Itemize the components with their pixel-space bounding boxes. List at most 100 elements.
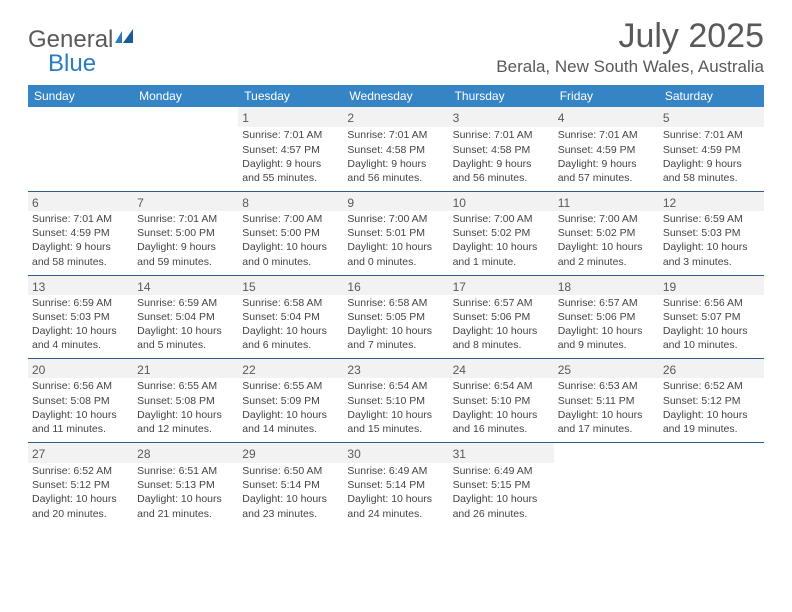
day-number: 31 <box>453 445 550 462</box>
day-body-cell: Sunrise: 7:00 AMSunset: 5:00 PMDaylight:… <box>238 211 343 275</box>
title-block: July 2025 Berala, New South Wales, Austr… <box>496 18 764 77</box>
week-body-row: Sunrise: 6:59 AMSunset: 5:03 PMDaylight:… <box>28 295 764 359</box>
day-number: 6 <box>32 194 129 211</box>
day-number: 26 <box>663 361 760 378</box>
day-number-cell: 30 <box>343 443 448 464</box>
day-body-cell <box>28 127 133 191</box>
day-body-cell: Sunrise: 6:52 AMSunset: 5:12 PMDaylight:… <box>28 463 133 527</box>
day-number: 28 <box>137 445 234 462</box>
day-number-cell: 24 <box>449 359 554 379</box>
day-number-cell: 5 <box>659 107 764 127</box>
logo-flag-icon <box>115 29 135 48</box>
day-number-cell: 26 <box>659 359 764 379</box>
day-body-cell: Sunrise: 6:59 AMSunset: 5:04 PMDaylight:… <box>133 295 238 359</box>
day-data: Sunrise: 6:49 AMSunset: 5:15 PMDaylight:… <box>453 464 550 521</box>
day-number-cell: 2 <box>343 107 448 127</box>
week-body-row: Sunrise: 6:52 AMSunset: 5:12 PMDaylight:… <box>28 463 764 527</box>
day-data: Sunrise: 7:01 AMSunset: 4:59 PMDaylight:… <box>558 128 655 185</box>
day-number: 10 <box>453 194 550 211</box>
day-data: Sunrise: 6:55 AMSunset: 5:09 PMDaylight:… <box>242 379 339 436</box>
logo: General Blue <box>28 28 135 76</box>
day-body-cell: Sunrise: 7:00 AMSunset: 5:02 PMDaylight:… <box>449 211 554 275</box>
day-data: Sunrise: 6:54 AMSunset: 5:10 PMDaylight:… <box>453 379 550 436</box>
day-number-cell: 4 <box>554 107 659 127</box>
day-data: Sunrise: 6:55 AMSunset: 5:08 PMDaylight:… <box>137 379 234 436</box>
day-data: Sunrise: 6:59 AMSunset: 5:04 PMDaylight:… <box>137 296 234 353</box>
day-body-cell: Sunrise: 6:54 AMSunset: 5:10 PMDaylight:… <box>449 378 554 442</box>
month-title: July 2025 <box>496 18 764 55</box>
day-number-cell: 21 <box>133 359 238 379</box>
week-body-row: Sunrise: 6:56 AMSunset: 5:08 PMDaylight:… <box>28 378 764 442</box>
day-number-cell: 17 <box>449 275 554 295</box>
day-body-cell <box>133 127 238 191</box>
day-number-cell <box>554 443 659 464</box>
day-number: 3 <box>453 109 550 126</box>
day-number-cell <box>133 107 238 127</box>
day-number-cell <box>659 443 764 464</box>
day-number: 17 <box>453 278 550 295</box>
day-body-cell: Sunrise: 6:52 AMSunset: 5:12 PMDaylight:… <box>659 378 764 442</box>
day-data: Sunrise: 7:01 AMSunset: 4:59 PMDaylight:… <box>663 128 760 185</box>
calendar-table: Sunday Monday Tuesday Wednesday Thursday… <box>28 85 764 526</box>
day-body-cell: Sunrise: 6:49 AMSunset: 5:15 PMDaylight:… <box>449 463 554 527</box>
day-number: 15 <box>242 278 339 295</box>
day-number-cell: 19 <box>659 275 764 295</box>
day-data: Sunrise: 7:00 AMSunset: 5:02 PMDaylight:… <box>558 212 655 269</box>
day-body-cell: Sunrise: 6:54 AMSunset: 5:10 PMDaylight:… <box>343 378 448 442</box>
day-data: Sunrise: 6:56 AMSunset: 5:07 PMDaylight:… <box>663 296 760 353</box>
day-body-cell: Sunrise: 6:50 AMSunset: 5:14 PMDaylight:… <box>238 463 343 527</box>
week-daynum-row: 12345 <box>28 107 764 127</box>
day-number: 13 <box>32 278 129 295</box>
day-body-cell <box>659 463 764 527</box>
day-data: Sunrise: 6:54 AMSunset: 5:10 PMDaylight:… <box>347 379 444 436</box>
day-number-cell <box>28 107 133 127</box>
day-body-cell: Sunrise: 6:49 AMSunset: 5:14 PMDaylight:… <box>343 463 448 527</box>
day-number-cell: 25 <box>554 359 659 379</box>
day-data: Sunrise: 6:57 AMSunset: 5:06 PMDaylight:… <box>558 296 655 353</box>
day-body-cell: Sunrise: 7:01 AMSunset: 4:58 PMDaylight:… <box>449 127 554 191</box>
day-number-cell: 31 <box>449 443 554 464</box>
day-body-cell: Sunrise: 7:01 AMSunset: 4:59 PMDaylight:… <box>28 211 133 275</box>
day-body-cell: Sunrise: 6:55 AMSunset: 5:08 PMDaylight:… <box>133 378 238 442</box>
day-number: 23 <box>347 361 444 378</box>
day-number-cell: 16 <box>343 275 448 295</box>
location: Berala, New South Wales, Australia <box>496 57 764 77</box>
day-data: Sunrise: 7:01 AMSunset: 4:58 PMDaylight:… <box>453 128 550 185</box>
day-body-cell: Sunrise: 6:58 AMSunset: 5:04 PMDaylight:… <box>238 295 343 359</box>
day-data: Sunrise: 7:00 AMSunset: 5:02 PMDaylight:… <box>453 212 550 269</box>
dayhead-fri: Friday <box>554 85 659 107</box>
day-body-cell: Sunrise: 7:01 AMSunset: 4:58 PMDaylight:… <box>343 127 448 191</box>
day-data: Sunrise: 6:56 AMSunset: 5:08 PMDaylight:… <box>32 379 129 436</box>
dayhead-sun: Sunday <box>28 85 133 107</box>
calendar-page: General Blue July 2025 Berala, New South… <box>0 0 792 612</box>
day-number-cell: 15 <box>238 275 343 295</box>
day-number-cell: 12 <box>659 192 764 212</box>
day-number: 8 <box>242 194 339 211</box>
day-number-cell: 9 <box>343 192 448 212</box>
day-number-cell: 1 <box>238 107 343 127</box>
logo-word1: General <box>28 26 113 53</box>
day-number: 21 <box>137 361 234 378</box>
day-number: 14 <box>137 278 234 295</box>
day-body-cell: Sunrise: 6:56 AMSunset: 5:08 PMDaylight:… <box>28 378 133 442</box>
day-number-cell: 3 <box>449 107 554 127</box>
day-number: 29 <box>242 445 339 462</box>
day-number-cell: 10 <box>449 192 554 212</box>
day-body-cell: Sunrise: 7:01 AMSunset: 4:59 PMDaylight:… <box>659 127 764 191</box>
day-data: Sunrise: 6:57 AMSunset: 5:06 PMDaylight:… <box>453 296 550 353</box>
day-number: 19 <box>663 278 760 295</box>
week-daynum-row: 13 14 1516 17 18 19 <box>28 275 764 295</box>
day-number: 9 <box>347 194 444 211</box>
day-body-cell: Sunrise: 6:57 AMSunset: 5:06 PMDaylight:… <box>449 295 554 359</box>
day-number-cell: 14 <box>133 275 238 295</box>
day-body-cell: Sunrise: 7:01 AMSunset: 5:00 PMDaylight:… <box>133 211 238 275</box>
day-body-cell: Sunrise: 7:00 AMSunset: 5:02 PMDaylight:… <box>554 211 659 275</box>
day-data: Sunrise: 6:58 AMSunset: 5:05 PMDaylight:… <box>347 296 444 353</box>
day-number: 18 <box>558 278 655 295</box>
day-number: 12 <box>663 194 760 211</box>
dayhead-wed: Wednesday <box>343 85 448 107</box>
day-body-cell: Sunrise: 6:53 AMSunset: 5:11 PMDaylight:… <box>554 378 659 442</box>
day-number-cell: 20 <box>28 359 133 379</box>
day-number: 5 <box>663 109 760 126</box>
day-header-row: Sunday Monday Tuesday Wednesday Thursday… <box>28 85 764 107</box>
